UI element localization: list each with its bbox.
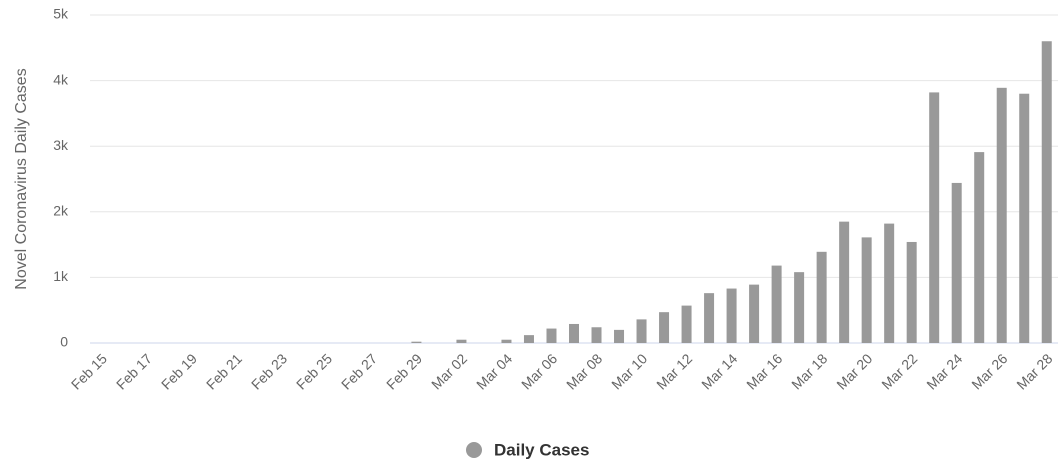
legend-label: Daily Cases bbox=[494, 440, 589, 459]
bar bbox=[704, 293, 715, 343]
bar bbox=[569, 323, 579, 343]
y-axis-label: Novel Coronavirus Daily Cases bbox=[13, 68, 30, 289]
x-tick-label: Mar 12 bbox=[653, 350, 695, 392]
bar bbox=[996, 87, 1007, 343]
x-tick-label: Feb 21 bbox=[203, 350, 245, 392]
bar bbox=[636, 319, 647, 343]
x-tick-label: Mar 04 bbox=[473, 350, 515, 392]
bar bbox=[951, 182, 962, 343]
bar bbox=[501, 339, 512, 343]
bar bbox=[884, 223, 895, 343]
x-tick-label: Mar 08 bbox=[563, 350, 605, 392]
x-tick-label: Mar 20 bbox=[833, 350, 875, 392]
x-tick-label: Mar 22 bbox=[878, 350, 920, 392]
x-tick-label: Mar 18 bbox=[788, 350, 830, 392]
x-tick-label: Feb 15 bbox=[68, 350, 110, 392]
bar bbox=[1019, 93, 1030, 343]
y-tick-label: 1k bbox=[53, 268, 69, 284]
bar bbox=[456, 339, 467, 343]
bar bbox=[749, 284, 760, 343]
bar bbox=[929, 92, 940, 344]
bar bbox=[839, 221, 850, 343]
y-tick-label: 2k bbox=[53, 203, 69, 219]
bar bbox=[1041, 41, 1052, 344]
y-tick-label: 3k bbox=[53, 137, 69, 153]
bar bbox=[523, 335, 534, 343]
bar bbox=[726, 288, 737, 343]
x-tick-label: Feb 25 bbox=[293, 350, 335, 392]
bar bbox=[816, 251, 827, 343]
bar bbox=[411, 341, 422, 343]
x-tick-label: Feb 29 bbox=[383, 350, 425, 392]
x-tick-label: Feb 17 bbox=[113, 350, 155, 392]
x-tick-label: Mar 28 bbox=[1013, 350, 1055, 392]
y-tick-label: 4k bbox=[53, 71, 69, 87]
x-tick-label: Mar 16 bbox=[743, 350, 785, 392]
x-tick-label: Mar 10 bbox=[608, 350, 650, 392]
x-tick-label: Mar 26 bbox=[968, 350, 1010, 392]
x-tick-label: Feb 23 bbox=[248, 350, 290, 392]
x-tick-label: Feb 19 bbox=[158, 350, 200, 392]
x-tick-label: Feb 27 bbox=[338, 350, 380, 392]
x-tick-label: Mar 02 bbox=[428, 350, 470, 392]
legend-marker bbox=[466, 442, 482, 458]
bar bbox=[906, 241, 917, 343]
y-tick-label: 0 bbox=[60, 334, 68, 350]
bar bbox=[681, 305, 692, 343]
x-tick-label: Mar 24 bbox=[923, 350, 965, 392]
bar bbox=[861, 237, 872, 343]
y-tick-label: 5k bbox=[53, 6, 69, 22]
bar bbox=[614, 329, 625, 343]
bar bbox=[974, 152, 985, 343]
bar bbox=[659, 312, 670, 343]
bar bbox=[546, 328, 557, 343]
x-tick-label: Mar 06 bbox=[518, 350, 560, 392]
x-tick-label: Mar 14 bbox=[698, 350, 740, 392]
bar bbox=[771, 265, 782, 343]
bar bbox=[794, 272, 805, 343]
bar bbox=[591, 327, 602, 343]
